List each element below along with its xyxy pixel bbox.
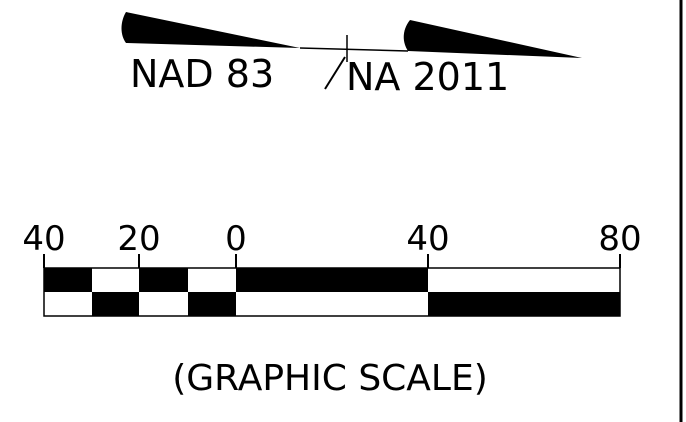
datum-left-text: NAD 83 (130, 52, 274, 96)
scale-segment-bottom-4 (188, 292, 236, 316)
scale-tick-marks (43, 254, 621, 268)
tick-label-20: 20 (117, 219, 160, 259)
scale-segment-top-2 (92, 268, 139, 292)
scale-segment-top-3 (139, 268, 188, 292)
scale-bar-outline (43, 267, 621, 317)
tick-label-80: 80 (598, 219, 641, 259)
right-arrow-wedge (403, 20, 582, 58)
scale-segment-bottom-2 (92, 292, 139, 316)
scale-segment-bottom-6 (428, 292, 620, 316)
tick-label-40-left: 40 (22, 219, 65, 259)
scale-segment-top-1 (44, 268, 92, 292)
scale-segment-top-4 (188, 268, 236, 292)
tick-label-0: 0 (225, 219, 247, 259)
scale-segment-bottom-3 (139, 292, 188, 316)
tick-label-40-right: 40 (406, 219, 449, 259)
left-arrow-wedge (121, 12, 300, 48)
scale-bar (43, 267, 621, 317)
datum-arrow-group (121, 12, 582, 90)
scale-segment-top-5 (236, 268, 428, 292)
scale-tick-labels: 40 20 0 40 80 (22, 219, 641, 259)
scale-segment-bottom-5 (236, 292, 428, 316)
scale-segment-bottom-1 (44, 292, 92, 316)
graphic-scale-caption: (GRAPHIC SCALE) (172, 358, 488, 399)
datum-connector-line (299, 47, 409, 52)
datum-right-text: NA 2011 (346, 55, 509, 99)
datum-slash (324, 56, 346, 90)
scale-segment-top-6 (428, 268, 620, 292)
